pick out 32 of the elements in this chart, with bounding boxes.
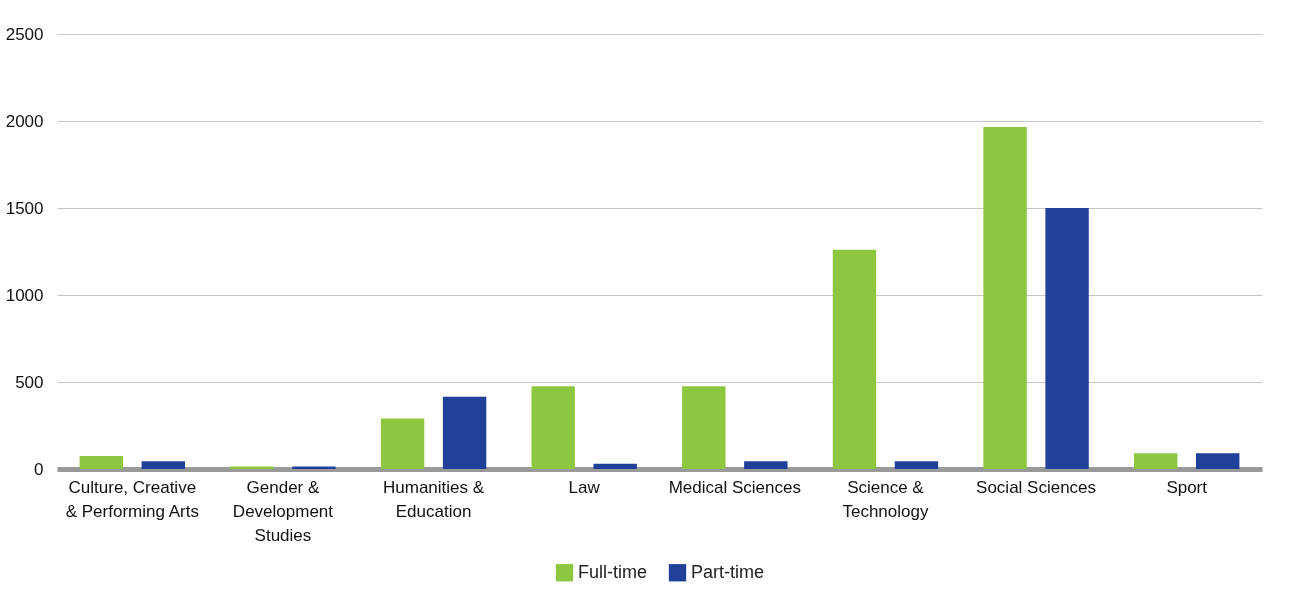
bar bbox=[442, 396, 487, 469]
x-tick-label: Culture, Creative & Performing Arts bbox=[65, 477, 199, 521]
x-tick-label: Sport bbox=[1166, 477, 1208, 497]
bar bbox=[983, 127, 1027, 469]
bar bbox=[79, 455, 124, 469]
bar bbox=[744, 461, 788, 469]
legend-label: Part-time bbox=[691, 561, 765, 582]
legend-label: Full-time bbox=[578, 561, 648, 582]
bar bbox=[380, 418, 425, 469]
y-tick-label: 500 bbox=[15, 372, 44, 392]
y-tick-label: 0 bbox=[34, 459, 44, 479]
bar bbox=[682, 386, 726, 469]
bar bbox=[531, 386, 575, 469]
x-tick-label: Science & Technology bbox=[842, 477, 929, 521]
x-tick-label: Humanities & Education bbox=[383, 477, 485, 521]
x-tick-label: Gender & Development Studies bbox=[232, 477, 334, 545]
y-tick-label: 2500 bbox=[5, 24, 44, 44]
x-tick-label: Social Sciences bbox=[976, 477, 1097, 497]
y-tick-label: 1000 bbox=[5, 285, 44, 305]
y-tick-label: 1500 bbox=[5, 198, 44, 218]
bar bbox=[230, 466, 274, 469]
bar bbox=[1195, 453, 1240, 469]
bar bbox=[141, 461, 186, 469]
bar bbox=[894, 461, 939, 469]
x-tick-label: Law bbox=[568, 477, 601, 497]
bar bbox=[1045, 208, 1089, 469]
bar bbox=[1133, 453, 1178, 469]
y-tick-label: 2000 bbox=[5, 111, 44, 131]
bar bbox=[292, 466, 336, 469]
x-tick-label: Medical Sciences bbox=[668, 477, 801, 497]
bar bbox=[593, 463, 637, 469]
bar bbox=[832, 249, 877, 469]
